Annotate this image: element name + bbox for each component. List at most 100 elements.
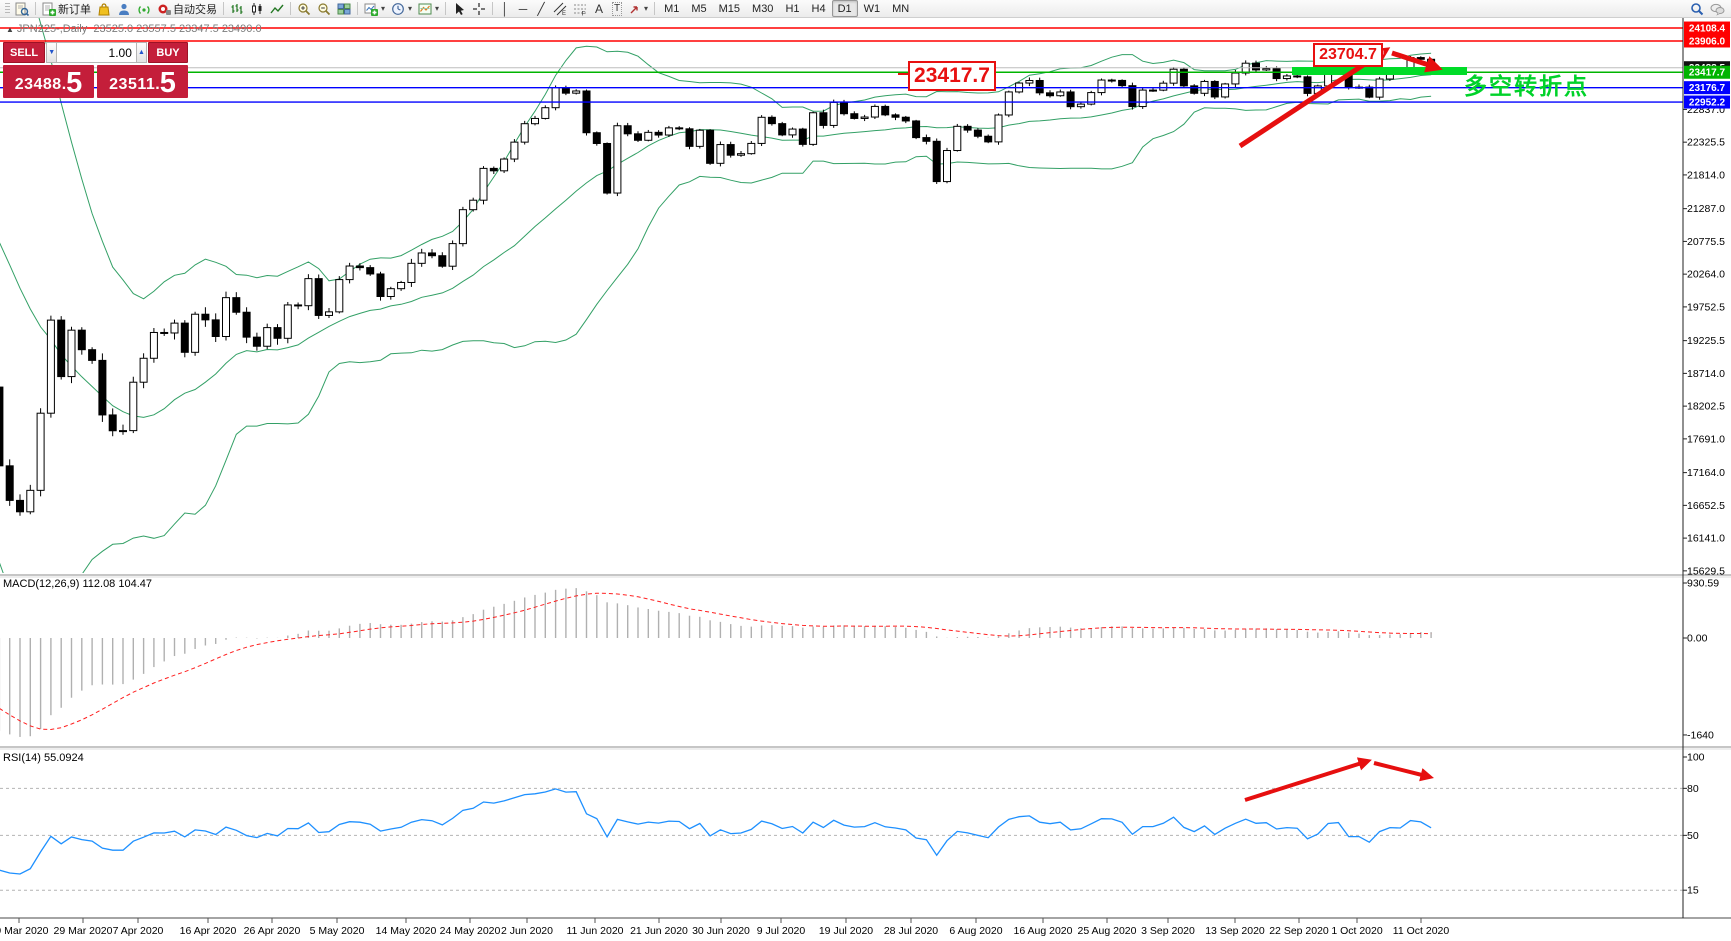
toolbar-separator — [35, 2, 36, 15]
date-tick-label: 30 Jun 2020 — [692, 925, 750, 937]
zoom-out-button[interactable] — [314, 1, 334, 17]
rsi-indicator-label: RSI(14) 55.0924 — [3, 752, 84, 764]
signals-button[interactable] — [134, 1, 154, 17]
zoom-in-icon — [298, 2, 311, 15]
price-tick-label: 18714.0 — [1687, 368, 1725, 380]
text-tool-button[interactable]: A — [590, 1, 608, 17]
crosshair-icon — [473, 2, 486, 15]
cursor-arrow-icon — [456, 2, 465, 15]
cursor-tool-button[interactable] — [449, 1, 469, 17]
macd-tick-label: -1640 — [1687, 729, 1714, 741]
new-chart-button[interactable]: ▾ — [361, 1, 388, 17]
arrows-icon — [630, 5, 638, 13]
fibonacci-icon: F — [574, 4, 587, 16]
timeframe-button-M30[interactable]: M30 — [752, 2, 774, 15]
macd-indicator-label: MACD(12,26,9) 112.08 104.47 — [3, 578, 152, 590]
date-tick-label: 13 Sep 2020 — [1205, 925, 1265, 937]
date-tick-label: 19 Mar 2020 — [0, 925, 49, 937]
autotrade-button[interactable]: 自动交易 — [154, 1, 220, 17]
vertical-line-icon: │ — [501, 1, 509, 16]
date-tick-label: 9 Jul 2020 — [757, 925, 806, 937]
period-button[interactable]: ▾ — [388, 1, 415, 17]
bid-frac: 5 — [66, 67, 83, 99]
ask-frac: 5 — [159, 67, 176, 99]
buy-button[interactable]: BUY — [148, 42, 188, 63]
ohlc-readout: 23525.0 23557.5 23347.5 23490.0 — [93, 23, 262, 35]
price-tick-label: 16141.0 — [1687, 533, 1725, 545]
volume-increase-button[interactable]: ▲ — [135, 42, 147, 63]
horizontal-line-tool-button[interactable]: ─ — [514, 1, 532, 17]
price-tick-label: 15629.5 — [1687, 565, 1725, 577]
dropdown-caret-icon: ▾ — [435, 4, 440, 13]
price-tick-label: 19225.5 — [1687, 335, 1725, 347]
date-tick-label: 6 Aug 2020 — [949, 925, 1002, 937]
candlestick-chart-button[interactable] — [247, 1, 267, 17]
market-watch-button[interactable] — [12, 1, 32, 17]
price-marker — [1684, 95, 1730, 109]
search-button[interactable] — [1687, 1, 1707, 17]
label-icon: T — [611, 1, 623, 16]
arrows-tool-button[interactable]: ▾ — [626, 1, 651, 17]
macd-tick-label: 0.00 — [1687, 633, 1708, 645]
tile-windows-button[interactable] — [334, 1, 354, 17]
timeframe-button-W1[interactable]: W1 — [863, 2, 881, 15]
price-tick-label: 21287.0 — [1687, 203, 1725, 215]
volume-decrease-button[interactable]: ▼ — [46, 42, 58, 63]
dropdown-caret-icon: ▾ — [381, 4, 386, 13]
template-button[interactable]: ▾ — [415, 1, 442, 17]
volume-input[interactable] — [57, 42, 136, 63]
bar-chart-button[interactable] — [227, 1, 247, 17]
channel-tool-button[interactable]: E — [550, 1, 570, 17]
market-button[interactable] — [94, 1, 114, 17]
chat-button[interactable] — [1707, 1, 1728, 17]
spinner-down-icon: ▼ — [48, 49, 56, 56]
date-tick-label: 1 Oct 2020 — [1331, 925, 1383, 937]
bid-price-display[interactable]: 23488. 5 — [3, 65, 94, 98]
price-tick-label: 20775.5 — [1687, 236, 1725, 248]
sell-button[interactable]: SELL — [3, 42, 46, 63]
price-tick-label: 22325.5 — [1687, 137, 1725, 149]
fibonacci-tool-button[interactable]: F — [570, 1, 590, 17]
trendline-tool-button[interactable]: ╱ — [532, 1, 550, 17]
date-tick-label: 16 Apr 2020 — [180, 925, 237, 937]
timeframe-button-D1[interactable]: D1 — [831, 0, 858, 17]
toolbar-separator — [445, 2, 447, 15]
timeframe-button-M1[interactable]: M1 — [664, 2, 680, 15]
accounts-button[interactable] — [114, 1, 134, 17]
green-highlight-bar — [1292, 67, 1467, 75]
line-chart-button[interactable] — [267, 1, 287, 17]
price-tick-label: 21814.0 — [1687, 169, 1725, 181]
date-tick-label: 11 Jun 2020 — [566, 925, 623, 937]
timeframe-button-M5[interactable]: M5 — [691, 2, 707, 15]
label-tool-button[interactable]: T — [608, 1, 626, 17]
timeframe-button-MN[interactable]: MN — [892, 2, 910, 15]
timeframe-button-H1[interactable]: H1 — [785, 2, 800, 15]
timeframe-toolbar: M1 M5 M15 M30 H1 H4 D1 W1 MN — [658, 0, 915, 17]
timeframe-button-H4[interactable]: H4 — [811, 2, 826, 15]
date-tick-label: 16 Aug 2020 — [1014, 925, 1073, 937]
turning-point-note: 多空转折点 — [1464, 73, 1589, 99]
price-tick-label: 17164.0 — [1687, 467, 1725, 479]
ask-price-display[interactable]: 23511. 5 — [97, 65, 188, 98]
price-annotation-23417[interactable]: 23417.7 — [908, 61, 996, 91]
new-order-button[interactable]: 新订单 — [39, 1, 94, 17]
crosshair-tool-button[interactable] — [469, 1, 489, 17]
price-marker-label: 23906.0 — [1689, 36, 1726, 47]
autotrade-icon — [158, 4, 171, 15]
one-click-trading-panel: SELL ▼ ▲ BUY 23488.5 23511.5 — [3, 42, 188, 98]
price-annotation-23704[interactable]: 23704.7 — [1313, 43, 1383, 67]
accounts-person-icon — [119, 3, 129, 15]
dropdown-caret-icon: ▾ — [408, 4, 413, 13]
date-tick-label: 28 Jul 2020 — [884, 925, 938, 937]
date-tick-label: 21 Jun 2020 — [630, 925, 688, 937]
vertical-line-tool-button[interactable]: │ — [496, 1, 514, 17]
chat-icon — [1710, 3, 1725, 16]
price-tick-label: 17691.0 — [1687, 433, 1725, 445]
template-icon — [418, 3, 432, 14]
new-chart-icon — [364, 3, 378, 16]
zoom-in-button[interactable] — [294, 1, 314, 17]
date-tick-label: 24 May 2020 — [440, 925, 501, 937]
timeframe-button-M15[interactable]: M15 — [718, 2, 741, 15]
